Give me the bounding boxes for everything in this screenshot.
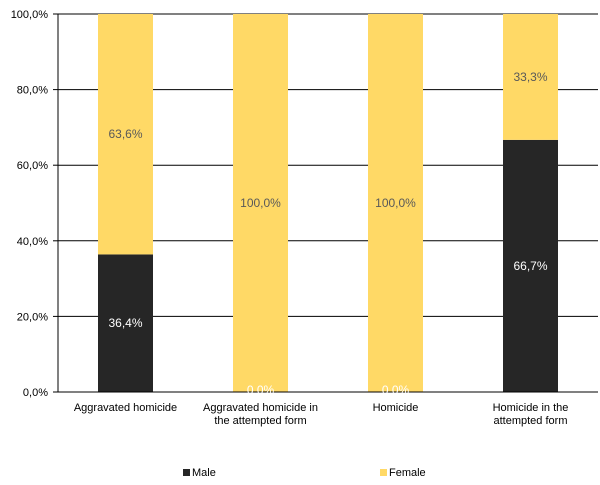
y-tick-label: 60,0% — [17, 160, 48, 172]
bar-female-1 — [233, 14, 288, 392]
bar-male-0 — [98, 254, 153, 392]
data-label-male-3: 66,7% — [513, 259, 547, 273]
data-labels: 36,4% 63,6% 0,0% 100,0% 0,0% 100,0% 66,7% 33,3% — [108, 70, 547, 397]
legend: Male Female — [183, 467, 426, 479]
y-tick-label: 80,0% — [17, 85, 48, 97]
data-label-male-1: 0,0% — [247, 383, 275, 397]
data-label-female-2: 100,0% — [375, 196, 416, 210]
y-tick-label: 40,0% — [17, 236, 48, 248]
x-category-label: Homicide — [373, 402, 419, 414]
data-label-female-0: 63,6% — [108, 127, 142, 141]
y-tick-label: 20,0% — [17, 311, 48, 323]
data-label-male-0: 36,4% — [108, 316, 142, 330]
y-tick-label: 0,0% — [23, 387, 48, 399]
legend-swatch-male — [183, 469, 190, 476]
y-tick-label: 100,0% — [11, 9, 49, 21]
x-category-label: Aggravated homicide in the attempted form — [203, 402, 318, 427]
bar-female-0 — [98, 14, 153, 255]
legend-swatch-female — [380, 469, 387, 476]
data-label-female-3: 33,3% — [513, 70, 547, 84]
legend-label-female: Female — [389, 467, 426, 479]
x-category-label: Homicide in the attempted form — [493, 402, 569, 427]
x-category-label: Aggravated homicide — [74, 402, 177, 414]
data-label-male-2: 0,0% — [382, 383, 410, 397]
bar-female-2 — [368, 14, 423, 392]
axes: 0,0% 20,0% 40,0% 60,0% 80,0% 100,0% Aggravated… — [11, 9, 598, 427]
bars — [98, 14, 558, 392]
bar-male-3 — [503, 139, 558, 392]
bar-female-3 — [503, 14, 558, 140]
data-label-female-1: 100,0% — [240, 196, 281, 210]
legend-label-male: Male — [192, 467, 216, 479]
